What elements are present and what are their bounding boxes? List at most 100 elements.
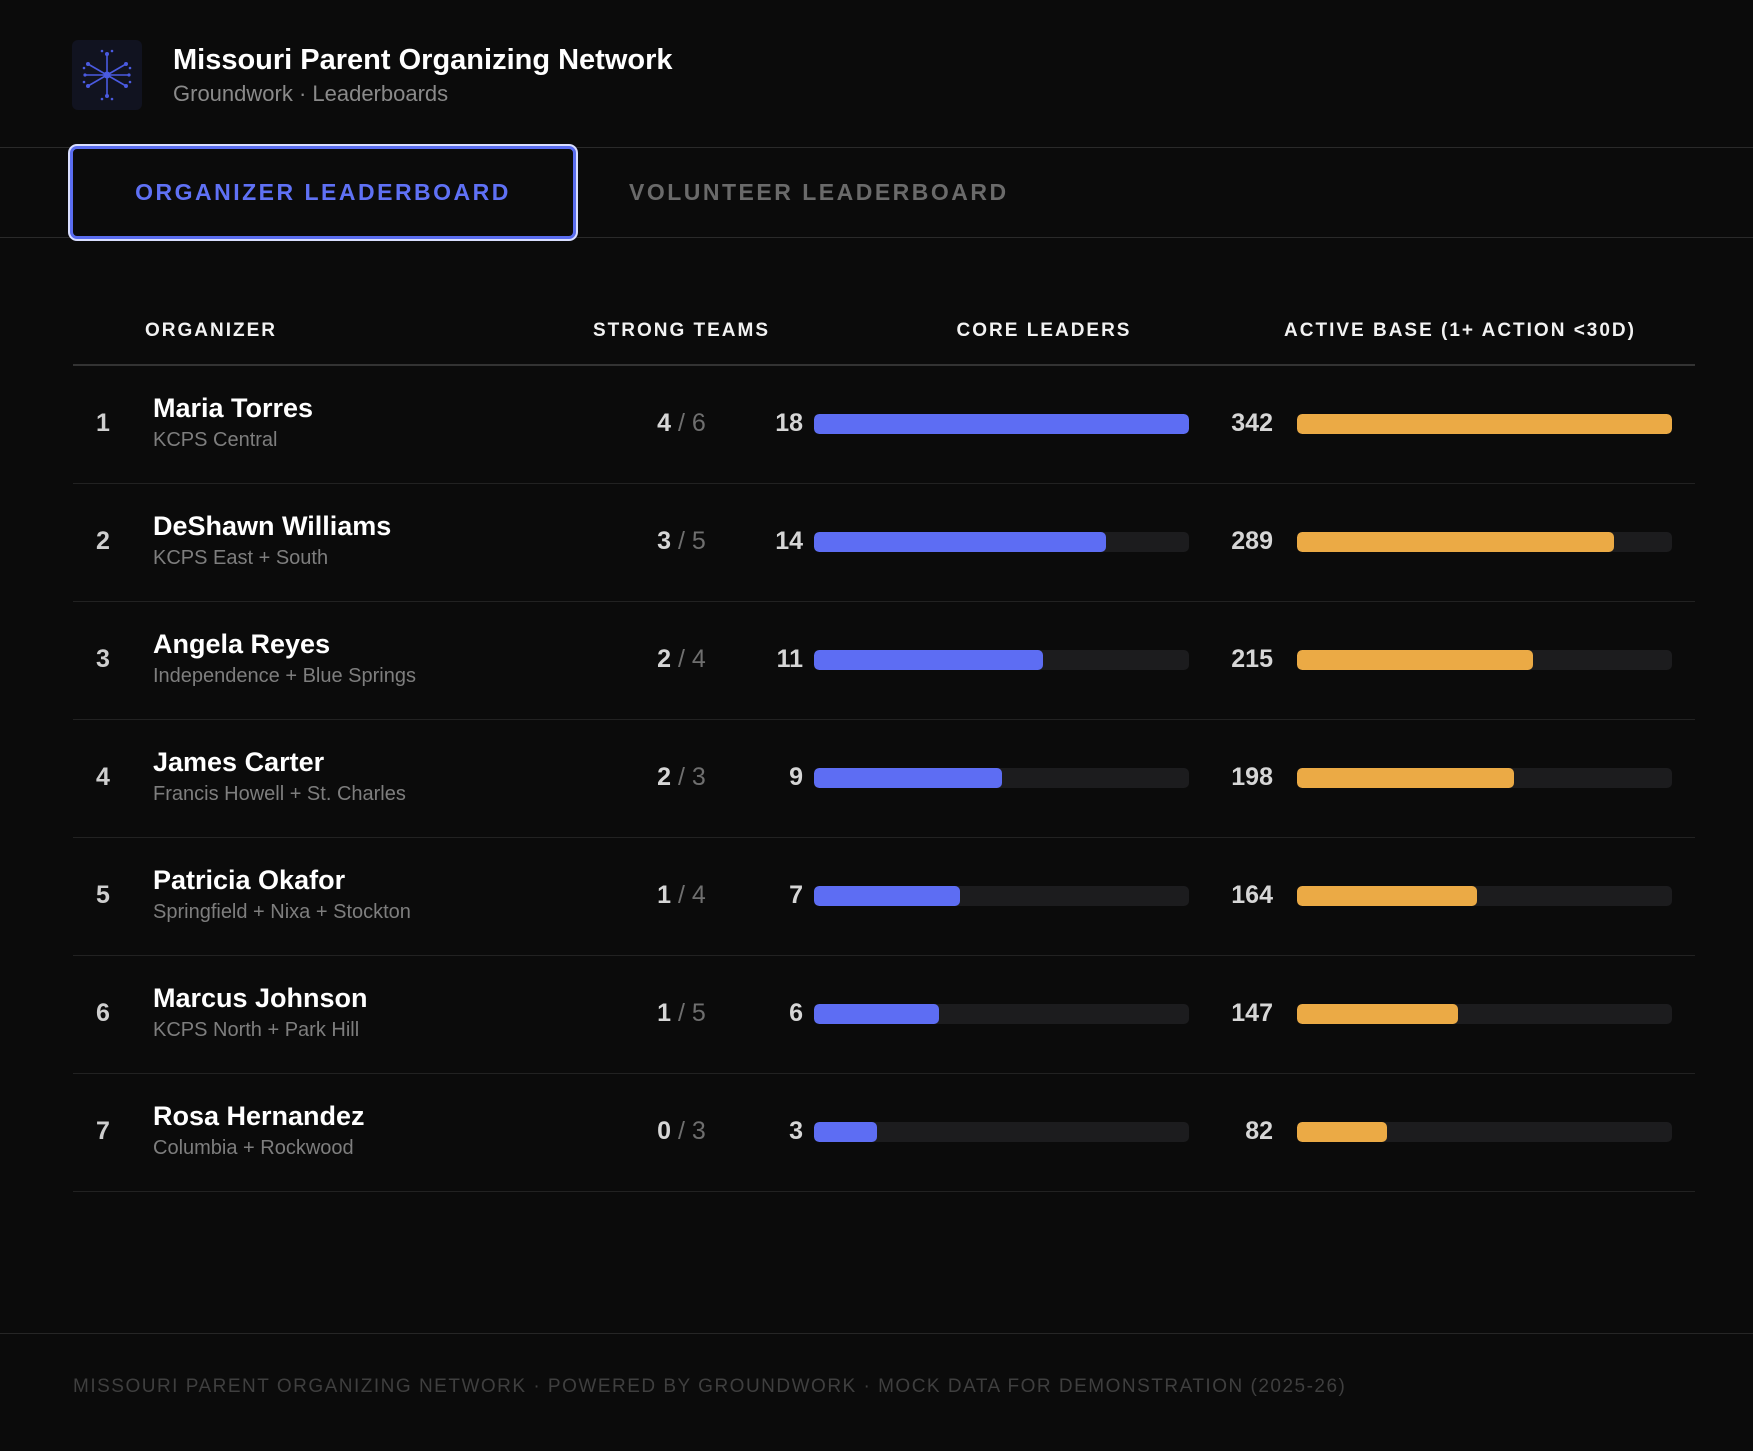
strong-teams-value: 2 / 3	[517, 763, 846, 792]
strong-teams-value: 4 / 6	[517, 409, 846, 438]
active-base-bar	[1297, 886, 1477, 906]
active-base-bar-track	[1297, 532, 1672, 552]
organizer-name: DeShawn Williams	[153, 511, 392, 541]
active-base-bar	[1297, 414, 1672, 434]
active-base-value: 164	[1231, 881, 1273, 909]
teams-total-count: 4	[691, 881, 706, 909]
strong-teams-count: 1	[657, 881, 672, 909]
active-base-bar	[1297, 532, 1614, 552]
organizer-district: Springfield + Nixa + Stockton	[153, 901, 411, 923]
core-leaders-value: 11	[776, 645, 803, 673]
rank-number: 6	[96, 999, 110, 1027]
page-breadcrumb: Groundwork · Leaderboards	[173, 81, 449, 106]
teams-total-count: 3	[691, 1117, 706, 1145]
rank-number: 3	[96, 645, 110, 673]
strong-teams-separator: /	[671, 645, 692, 673]
column-header-active-base[interactable]: ACTIVE BASE (1+ ACTION <30D)	[1284, 320, 1636, 341]
strong-teams-value: 0 / 3	[517, 1117, 846, 1146]
active-base-value: 215	[1231, 645, 1273, 673]
strong-teams-separator: /	[671, 1117, 692, 1145]
active-base-value: 198	[1231, 763, 1273, 791]
table-row[interactable]: 4 James Carter Francis Howell + St. Char…	[73, 720, 1695, 838]
core-leaders-bar	[814, 886, 960, 906]
strong-teams-count: 0	[657, 1117, 672, 1145]
strong-teams-separator: /	[671, 999, 692, 1027]
active-base-bar-track	[1297, 414, 1672, 434]
teams-total-count: 5	[691, 999, 706, 1027]
active-base-bar-track	[1297, 886, 1672, 906]
strong-teams-count: 1	[657, 999, 672, 1027]
core-leaders-bar	[814, 532, 1106, 552]
organizer-district: KCPS Central	[153, 429, 278, 451]
active-base-bar	[1297, 768, 1514, 788]
rank-number: 5	[96, 881, 110, 909]
tab-volunteer-leaderboard[interactable]: VOLUNTEER LEADERBOARD	[629, 179, 1009, 205]
organizer-name: Angela Reyes	[153, 629, 331, 659]
organizer-district: Independence + Blue Springs	[153, 665, 416, 687]
strong-teams-value: 2 / 4	[517, 645, 846, 674]
core-leaders-bar-track	[814, 768, 1189, 788]
rank-number: 1	[96, 409, 110, 437]
core-leaders-value: 7	[789, 881, 803, 909]
core-leaders-value: 18	[775, 409, 803, 437]
core-leaders-value: 3	[789, 1117, 803, 1145]
app-header: Missouri Parent Organizing Network Groun…	[0, 0, 1753, 148]
column-header-core-leaders[interactable]: CORE LEADERS	[956, 320, 1132, 341]
active-base-bar-track	[1297, 650, 1672, 670]
organization-name: Missouri Parent Organizing Network	[173, 44, 673, 76]
active-base-bar	[1297, 1004, 1458, 1024]
strong-teams-value: 1 / 4	[517, 881, 846, 910]
core-leaders-bar-track	[814, 886, 1189, 906]
organizer-name: James Carter	[153, 747, 325, 777]
organizer-name: Rosa Hernandez	[153, 1101, 365, 1131]
core-leaders-bar-track	[814, 1122, 1189, 1142]
table-row[interactable]: 2 DeShawn Williams KCPS East + South 3 /…	[73, 484, 1695, 602]
core-leaders-bar	[814, 414, 1189, 434]
strong-teams-separator: /	[671, 409, 692, 437]
active-base-bar-track	[1297, 1122, 1672, 1142]
core-leaders-bar	[814, 650, 1043, 670]
strong-teams-separator: /	[671, 881, 692, 909]
tab-organizer-leaderboard[interactable]: ORGANIZER LEADERBOARD	[70, 146, 576, 239]
core-leaders-value: 9	[789, 763, 803, 791]
core-leaders-bar	[814, 1122, 877, 1142]
strong-teams-count: 4	[657, 409, 672, 437]
rank-number: 7	[96, 1117, 110, 1145]
organizer-district: KCPS East + South	[153, 547, 329, 569]
column-header-organizer[interactable]: ORGANIZER	[145, 320, 277, 341]
strong-teams-separator: /	[671, 527, 692, 555]
core-leaders-bar-track	[814, 1004, 1189, 1024]
active-base-value: 289	[1231, 527, 1273, 555]
organizer-district: Columbia + Rockwood	[153, 1137, 354, 1159]
leaderboard-tabs: ORGANIZER LEADERBOARD VOLUNTEER LEADERBO…	[0, 146, 1753, 239]
core-leaders-bar-track	[814, 532, 1189, 552]
table-row[interactable]: 5 Patricia Okafor Springfield + Nixa + S…	[73, 838, 1695, 956]
table-row[interactable]: 6 Marcus Johnson KCPS North + Park Hill …	[73, 956, 1695, 1074]
teams-total-count: 4	[691, 645, 706, 673]
organizer-leaderboard-table: ORGANIZER STRONG TEAMS CORE LEADERS ACTI…	[73, 290, 1695, 1192]
active-base-bar	[1297, 1122, 1387, 1142]
table-row[interactable]: 1 Maria Torres KCPS Central 4 / 6 18 342	[73, 366, 1695, 484]
network-hub-icon	[72, 40, 142, 110]
strong-teams-count: 2	[657, 645, 672, 673]
organizer-name: Patricia Okafor	[153, 865, 346, 895]
footer-text: MISSOURI PARENT ORGANIZING NETWORK · POW…	[73, 1376, 1347, 1397]
strong-teams-separator: /	[671, 763, 692, 791]
core-leaders-value: 6	[789, 999, 803, 1027]
table-row[interactable]: 3 Angela Reyes Independence + Blue Sprin…	[73, 602, 1695, 720]
active-base-value: 147	[1231, 999, 1273, 1027]
teams-total-count: 3	[691, 763, 706, 791]
active-base-value: 82	[1245, 1117, 1273, 1145]
active-base-bar	[1297, 650, 1533, 670]
page-footer: MISSOURI PARENT ORGANIZING NETWORK · POW…	[0, 1333, 1753, 1451]
core-leaders-value: 14	[775, 527, 803, 555]
teams-total-count: 6	[691, 409, 706, 437]
strong-teams-count: 2	[657, 763, 672, 791]
rank-number: 2	[96, 527, 110, 555]
column-header-strong-teams[interactable]: STRONG TEAMS	[592, 320, 771, 341]
table-row[interactable]: 7 Rosa Hernandez Columbia + Rockwood 0 /…	[73, 1074, 1695, 1192]
core-leaders-bar	[814, 1004, 939, 1024]
teams-total-count: 5	[691, 527, 706, 555]
organizer-name: Maria Torres	[153, 393, 314, 423]
core-leaders-bar-track	[814, 650, 1189, 670]
